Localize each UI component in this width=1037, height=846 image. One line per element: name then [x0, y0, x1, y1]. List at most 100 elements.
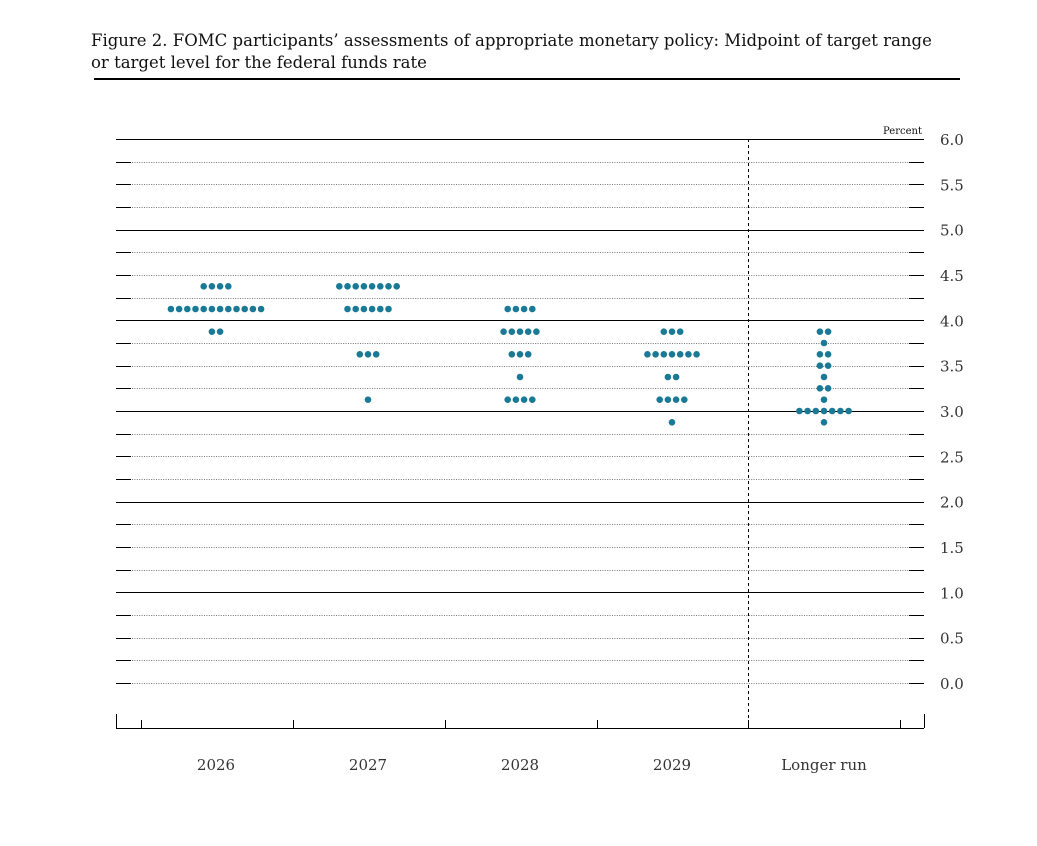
participant-dot	[336, 283, 343, 290]
participant-dot	[824, 351, 832, 358]
y-tick-label: 2.0	[940, 494, 964, 512]
participant-dot	[816, 328, 824, 335]
participant-dot	[508, 351, 516, 358]
figure-title-line-1: Figure 2. FOMC participants’ assessments…	[91, 31, 932, 50]
participant-dot	[656, 396, 663, 403]
participant-dot	[644, 351, 651, 358]
participant-dot	[216, 305, 224, 313]
participant-dot	[672, 396, 680, 403]
participant-dot	[693, 351, 700, 358]
participant-dot	[504, 305, 512, 313]
participant-dot	[233, 305, 240, 313]
participant-dot	[672, 373, 680, 381]
participant-dot	[377, 283, 384, 290]
participant-dot	[500, 328, 507, 335]
participant-dot	[820, 419, 828, 426]
participant-dot	[668, 328, 676, 335]
participant-dot	[167, 305, 175, 313]
participant-dot	[208, 283, 216, 290]
y-tick-label: 4.5	[940, 267, 964, 285]
x-category-label: 2026	[197, 756, 235, 774]
participant-dot	[216, 283, 224, 290]
participant-dot	[257, 305, 265, 313]
participant-dot	[845, 407, 852, 415]
participant-dot	[804, 407, 811, 415]
participant-dot	[516, 328, 524, 335]
y-tick-label: 5.5	[940, 176, 964, 194]
participant-dot	[208, 305, 216, 313]
y-tick-label: 2.5	[940, 448, 964, 466]
participant-dot	[520, 305, 528, 313]
participant-dot	[664, 373, 672, 381]
participant-dot	[512, 305, 520, 313]
participant-dot	[385, 283, 392, 290]
participant-dot	[364, 351, 372, 358]
figure-title: Figure 2. FOMC participants’ assessments…	[91, 30, 951, 74]
x-category-label: 2027	[349, 756, 387, 774]
participant-dot	[533, 328, 540, 335]
participant-dot	[393, 283, 401, 290]
participant-dot	[192, 305, 199, 313]
participant-dot	[225, 283, 232, 290]
figure-title-line-2: or target level for the federal funds ra…	[91, 53, 427, 72]
participant-dot	[820, 407, 828, 415]
y-tick-label: 4.0	[940, 312, 964, 330]
chart-dots	[167, 283, 852, 426]
participant-dot	[360, 283, 368, 290]
participant-dot	[660, 328, 668, 335]
participant-dot	[676, 328, 684, 335]
x-category-label: Longer run	[781, 756, 867, 774]
y-tick-label: 1.0	[940, 584, 964, 602]
participant-dot	[208, 328, 216, 335]
participant-dot	[816, 362, 824, 369]
participant-dot	[352, 283, 360, 290]
participant-dot	[816, 351, 824, 358]
y-tick-label: 3.0	[940, 403, 964, 421]
participant-dot	[529, 305, 536, 313]
participant-dot	[385, 305, 392, 313]
participant-dot	[241, 305, 248, 313]
participant-dot	[508, 328, 516, 335]
participant-dot	[664, 396, 672, 403]
participant-dot	[816, 385, 824, 392]
x-category-label: 2028	[501, 756, 539, 774]
participant-dot	[344, 305, 351, 313]
participant-dot	[837, 407, 844, 415]
participant-dot	[652, 351, 659, 358]
participant-dot	[360, 305, 368, 313]
participant-dot	[184, 305, 191, 313]
participant-dot	[668, 419, 676, 426]
participant-dot	[504, 396, 512, 403]
participant-dot	[812, 407, 820, 415]
participant-dot	[524, 328, 532, 335]
participant-dot	[356, 351, 364, 358]
participant-dot	[516, 373, 524, 381]
y-tick-label: 1.5	[940, 539, 964, 557]
participant-dot	[377, 305, 384, 313]
participant-dot	[820, 396, 828, 403]
participant-dot	[200, 305, 207, 313]
participant-dot	[368, 283, 376, 290]
chart-grid	[116, 139, 925, 729]
y-tick-label: 3.5	[940, 358, 964, 376]
participant-dot	[520, 396, 528, 403]
y-tick-label: 6.0	[940, 131, 964, 149]
participant-dot	[372, 351, 380, 358]
participant-dot	[676, 351, 684, 358]
participant-dot	[249, 305, 257, 313]
participant-dot	[796, 407, 803, 415]
participant-dot	[820, 373, 828, 381]
title-rule	[94, 78, 960, 80]
participant-dot	[681, 396, 688, 403]
participant-dot	[685, 351, 692, 358]
participant-dot	[516, 351, 524, 358]
chart-labels: 6.0 5.5 5.0 4.5 4.0 3.5 3.0 2.5 2.0 1.5 1.0 0.5 0.0 P…	[197, 126, 964, 774]
participant-dot	[820, 339, 828, 347]
y-axis-label: Percent	[883, 126, 922, 137]
participant-dot	[824, 328, 832, 335]
participant-dot	[216, 328, 224, 335]
participant-dot	[175, 305, 183, 313]
participant-dot	[824, 362, 832, 369]
participant-dot	[364, 396, 372, 403]
